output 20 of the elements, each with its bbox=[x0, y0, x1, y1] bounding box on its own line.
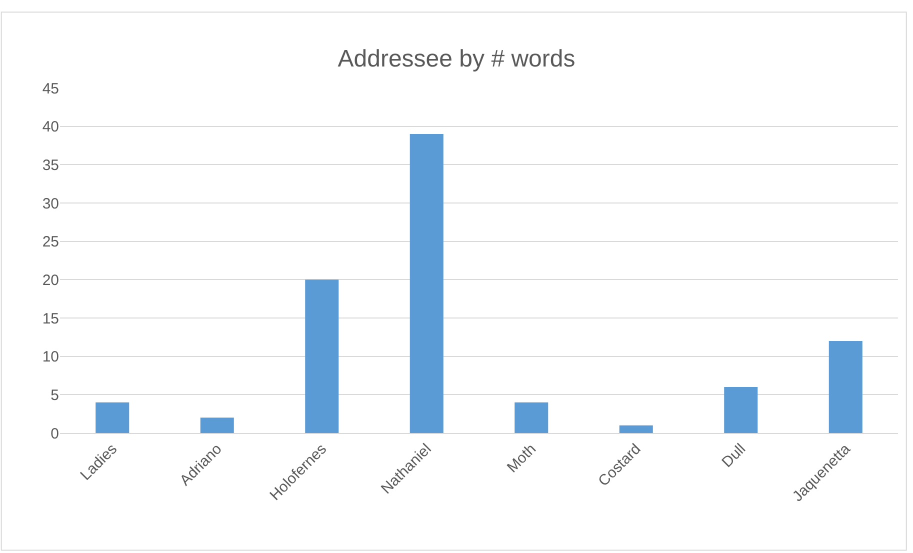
y-tick-label: 10 bbox=[42, 348, 59, 366]
chart-title: Addressee by # words bbox=[338, 46, 576, 73]
y-tick-label: 0 bbox=[50, 425, 59, 442]
y-tick-label: 40 bbox=[42, 118, 59, 136]
y-tick-label: 15 bbox=[42, 310, 59, 328]
x-tick-label: Dull bbox=[718, 440, 750, 471]
bar bbox=[619, 425, 653, 433]
y-tick-label: 20 bbox=[42, 272, 59, 289]
bar bbox=[828, 341, 862, 433]
bar bbox=[200, 418, 234, 433]
y-tick-label: 25 bbox=[42, 234, 59, 251]
bar bbox=[514, 402, 548, 433]
bar bbox=[724, 387, 758, 433]
y-tick-label: 45 bbox=[42, 80, 59, 98]
bar bbox=[96, 402, 130, 433]
bar bbox=[410, 134, 444, 433]
y-tick-label: 5 bbox=[50, 386, 59, 404]
y-tick-label: 35 bbox=[42, 156, 59, 174]
y-tick-label: 30 bbox=[42, 195, 59, 212]
bar bbox=[305, 280, 339, 433]
